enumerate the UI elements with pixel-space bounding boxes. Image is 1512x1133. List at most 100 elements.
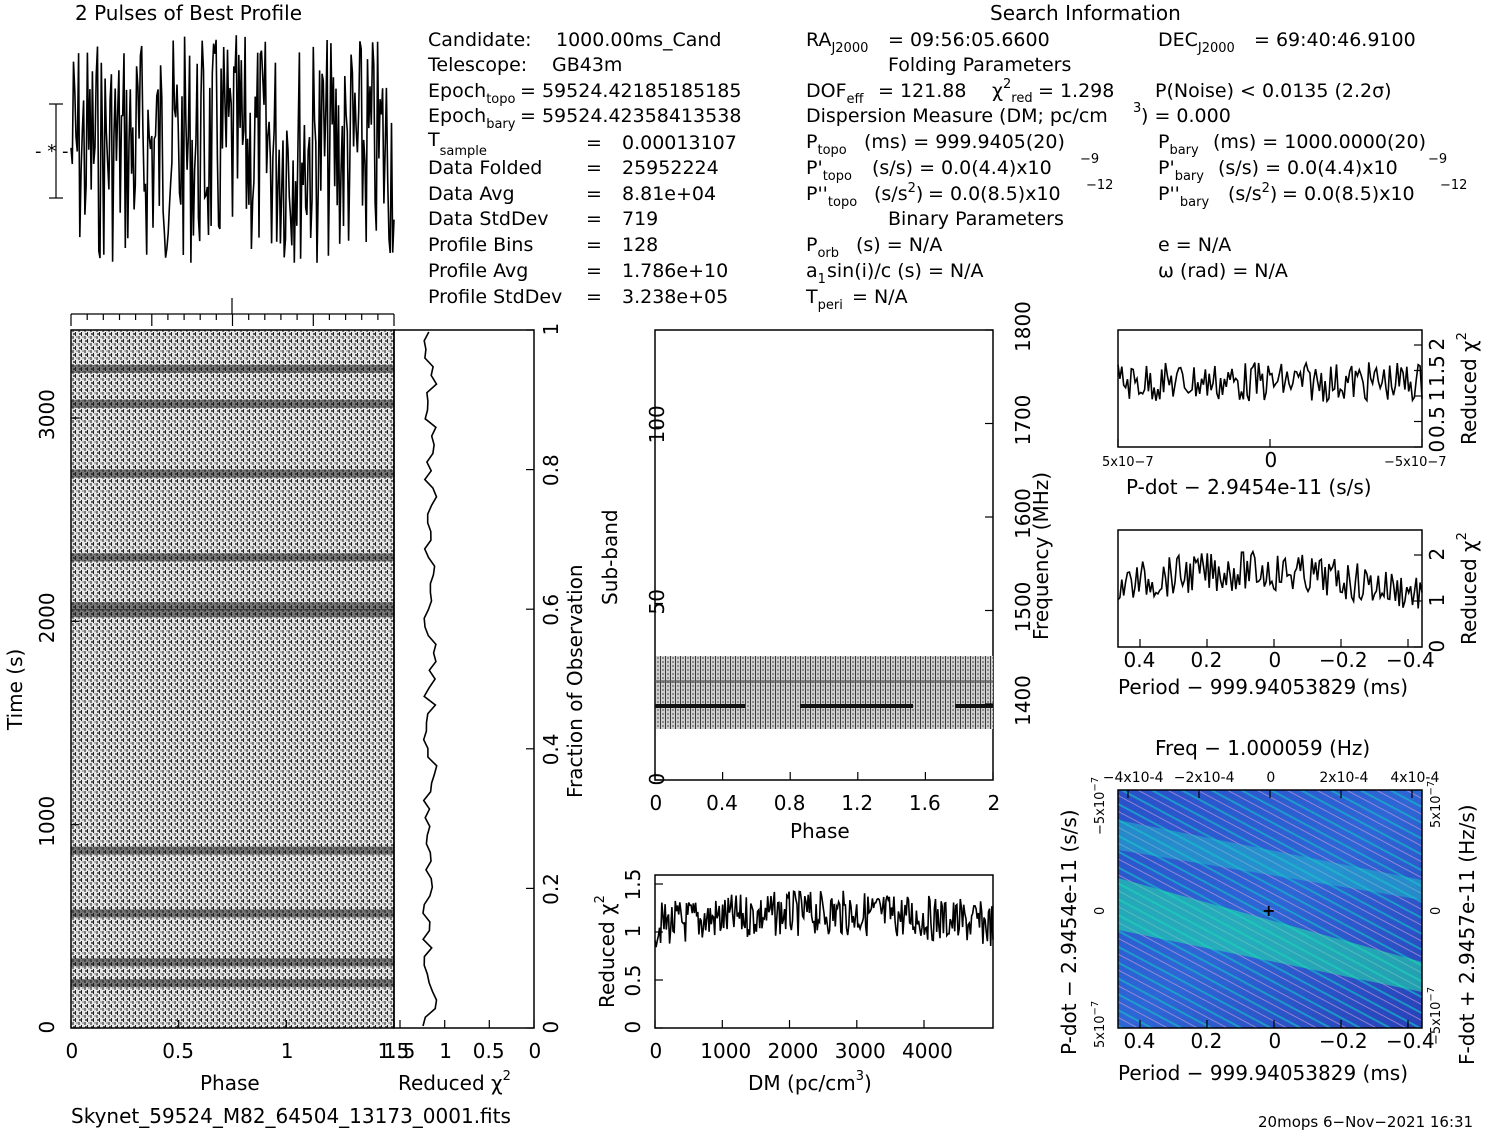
- svg-text:Reduced χ2: Reduced χ2: [593, 895, 619, 1008]
- frequency-tick-label: 1700: [1011, 395, 1035, 446]
- profile-stddev-value: 3.238e+05: [622, 286, 728, 308]
- svg-text:=: =: [586, 183, 602, 205]
- dm-x-tick-label: 2000: [768, 1039, 819, 1063]
- fraction-axis-label: Fraction of Observation: [563, 564, 587, 798]
- profile-plot: - * -: [35, 35, 395, 263]
- svg-text:Pbary: Pbary: [1158, 131, 1199, 158]
- fraction-tick-label: 1: [539, 323, 563, 336]
- pdot-y-tick-label: 1.5: [1425, 355, 1449, 387]
- data-stddev-value: 719: [622, 208, 658, 230]
- svg-text:0: 0: [1429, 907, 1444, 915]
- period-pdot-x-tick-label: 0.2: [1191, 1029, 1223, 1053]
- data-filename: Skynet_59524_M82_64504_13173_0001.fits: [71, 1104, 511, 1128]
- profile-avg-value: 1.786e+10: [622, 260, 728, 282]
- svg-text:Reduced χ2: Reduced χ2: [398, 1069, 511, 1095]
- period-pdot-x-tick-label: 0: [1269, 1029, 1282, 1053]
- pdot-chi2-series-line: [1117, 360, 1423, 404]
- profile-title: 2 Pulses of Best Profile: [75, 1, 302, 25]
- svg-text:P'topo: P'topo: [806, 157, 852, 184]
- dark-row-band: [71, 979, 394, 988]
- time-phase-image: [71, 330, 394, 1028]
- epoch-bary-value: = 59524.42358413538: [520, 105, 741, 127]
- period-pdot-right-label: F-dot + 2.9457e-11 (Hz/s): [1455, 804, 1479, 1065]
- period-pdot-top-tick-label: −2x10-4: [1174, 770, 1235, 786]
- svg-text:=: =: [586, 286, 602, 308]
- dm-chi2-series-line: [654, 890, 994, 948]
- subband-xlabel: Phase: [790, 819, 850, 843]
- subband-x-tick-label: 2: [988, 791, 1001, 815]
- subband-x-tick-label: 0: [650, 791, 663, 815]
- time-chi2-frame: [393, 329, 535, 1029]
- svg-text:Tsample: Tsample: [427, 129, 487, 159]
- time-phase-x-tick-label: 0.5: [162, 1039, 194, 1063]
- svg-text:Reduced χ2: Reduced χ2: [1455, 532, 1481, 645]
- time-phase-xlabel: Phase: [200, 1071, 260, 1095]
- svg-text:Tperi: Tperi: [805, 286, 843, 313]
- svg-text:RAJ2000: RAJ2000: [806, 29, 868, 56]
- profile-bins-value: 128: [622, 234, 658, 256]
- asini-value: sin(i)/c (s) = N/A: [827, 260, 984, 282]
- dark-row-band: [71, 553, 394, 562]
- period-pdot-top-tick-label: −4x10-4: [1103, 770, 1164, 786]
- dark-row-band: [71, 846, 394, 855]
- period-pdot-top-tick-label: 4x10-4: [1390, 770, 1439, 786]
- svg-text:Porb: Porb: [806, 234, 839, 261]
- svg-text:−12: −12: [1440, 178, 1467, 193]
- pddbary-value: = 0.0(8.5)x10: [1282, 183, 1415, 205]
- dm-value: ) = 0.000: [1141, 105, 1231, 127]
- pdot-x-left-label: 5x10−7: [1102, 455, 1154, 470]
- subband-y-tick-label: 0: [645, 773, 669, 786]
- svg-text:Profile Bins: Profile Bins: [428, 234, 533, 256]
- frequency-tick-label: 1600: [1011, 488, 1035, 539]
- dark-row-band: [71, 469, 394, 478]
- pnoise-value: P(Noise) < 0.0135 (2.2σ): [1155, 80, 1392, 102]
- period-pdot-plot: + 0.4 0.2 0 −0.2 −0.4 −4x10-4 −2x10-4 0 2x10-4 4…: [1057, 736, 1479, 1085]
- time-chi2-x-tick-label: 1.5: [384, 1039, 416, 1063]
- period-pdot-title: Freq − 1.000059 (Hz): [1155, 736, 1370, 760]
- subband-frame: [654, 329, 994, 781]
- footer-timestamp: 20mops 6−Nov−2021 16:31: [1258, 1113, 1473, 1131]
- pdot-y-tick-label: 1: [1425, 389, 1449, 402]
- profile-errorbar-marker: - * -: [35, 141, 68, 162]
- fraction-tick-label: 0: [539, 1021, 563, 1034]
- period-chi2-plot: 0.4 0.2 0 −0.2 −0.4 0 1 2 Period − 999.9405382…: [1117, 529, 1481, 699]
- pdot-y-tick-label: 0: [1425, 440, 1449, 453]
- svg-text:−5x10−7: −5x10−7: [1426, 987, 1444, 1045]
- period-y-tick-label: 2: [1425, 548, 1449, 561]
- tperi-value: = N/A: [852, 286, 908, 308]
- period-pdot-xlabel: Period − 999.94053829 (ms): [1118, 1061, 1408, 1085]
- dm-chi2-plot: 0 1000 2000 3000 4000 0 0.5 1 1.5 DM (pc/cm3) R…: [593, 869, 994, 1095]
- period-pdot-x-tick-label: −0.2: [1319, 1029, 1368, 1053]
- period-pdot-ylabel: P-dot − 2.9454e-11 (s/s): [1057, 809, 1081, 1055]
- period-chi2-series-line: [1117, 549, 1423, 609]
- pdot-chi2-xlabel: P-dot − 2.9454e-11 (s/s): [1126, 475, 1372, 499]
- dm-label: Dispersion Measure (DM; pc/cm: [806, 105, 1108, 127]
- svg-text:Epochtopo: Epochtopo: [428, 80, 515, 107]
- pdot-y-tick-label: 0.5: [1425, 406, 1449, 438]
- omega-value: ω (rad) = N/A: [1158, 260, 1288, 282]
- time-phase-y-tick-label: 1000: [35, 796, 59, 847]
- pdot-chi2-plot: 0 5x10−7 −5x10−7 0 0.5 1 1.5 2 P-dot − 2.9454e…: [1102, 329, 1481, 499]
- svg-text:P''topo: P''topo: [806, 183, 857, 210]
- dm-x-tick-label: 3000: [835, 1039, 886, 1063]
- time-chi2-x-tick-label: 1: [439, 1039, 452, 1063]
- profile-series-line: [70, 35, 395, 263]
- pdtopo-value: (s/s) = 0.0(4.4)x10: [872, 157, 1052, 179]
- candidate-label: Candidate:: [428, 29, 532, 51]
- dm-y-tick-label: 1: [621, 925, 645, 938]
- pddtopo-value: = 0.0(8.5)x10: [928, 183, 1061, 205]
- frequency-tick-label: 1400: [1011, 675, 1035, 726]
- svg-text:Data Folded: Data Folded: [428, 157, 542, 179]
- dm-x-tick-label: 1000: [700, 1039, 751, 1063]
- fraction-tick-label: 0.6: [539, 594, 563, 626]
- dm-y-tick-label: 0: [621, 1021, 645, 1034]
- svg-text:0: 0: [1093, 907, 1108, 915]
- dm-x-tick-label: 4000: [902, 1039, 953, 1063]
- fraction-tick-label: 0.2: [539, 873, 563, 905]
- svg-text:DOFeff: DOFeff: [806, 80, 865, 107]
- candidate-value: 1000.00ms_Cand: [556, 29, 722, 51]
- pdot-x-right-label: −5x10−7: [1384, 455, 1447, 470]
- folding-info: RAJ2000 = 09:56:05.6600 DECJ2000 = 69:40…: [805, 29, 1467, 313]
- dm-y-tick-label: 0.5: [621, 965, 645, 997]
